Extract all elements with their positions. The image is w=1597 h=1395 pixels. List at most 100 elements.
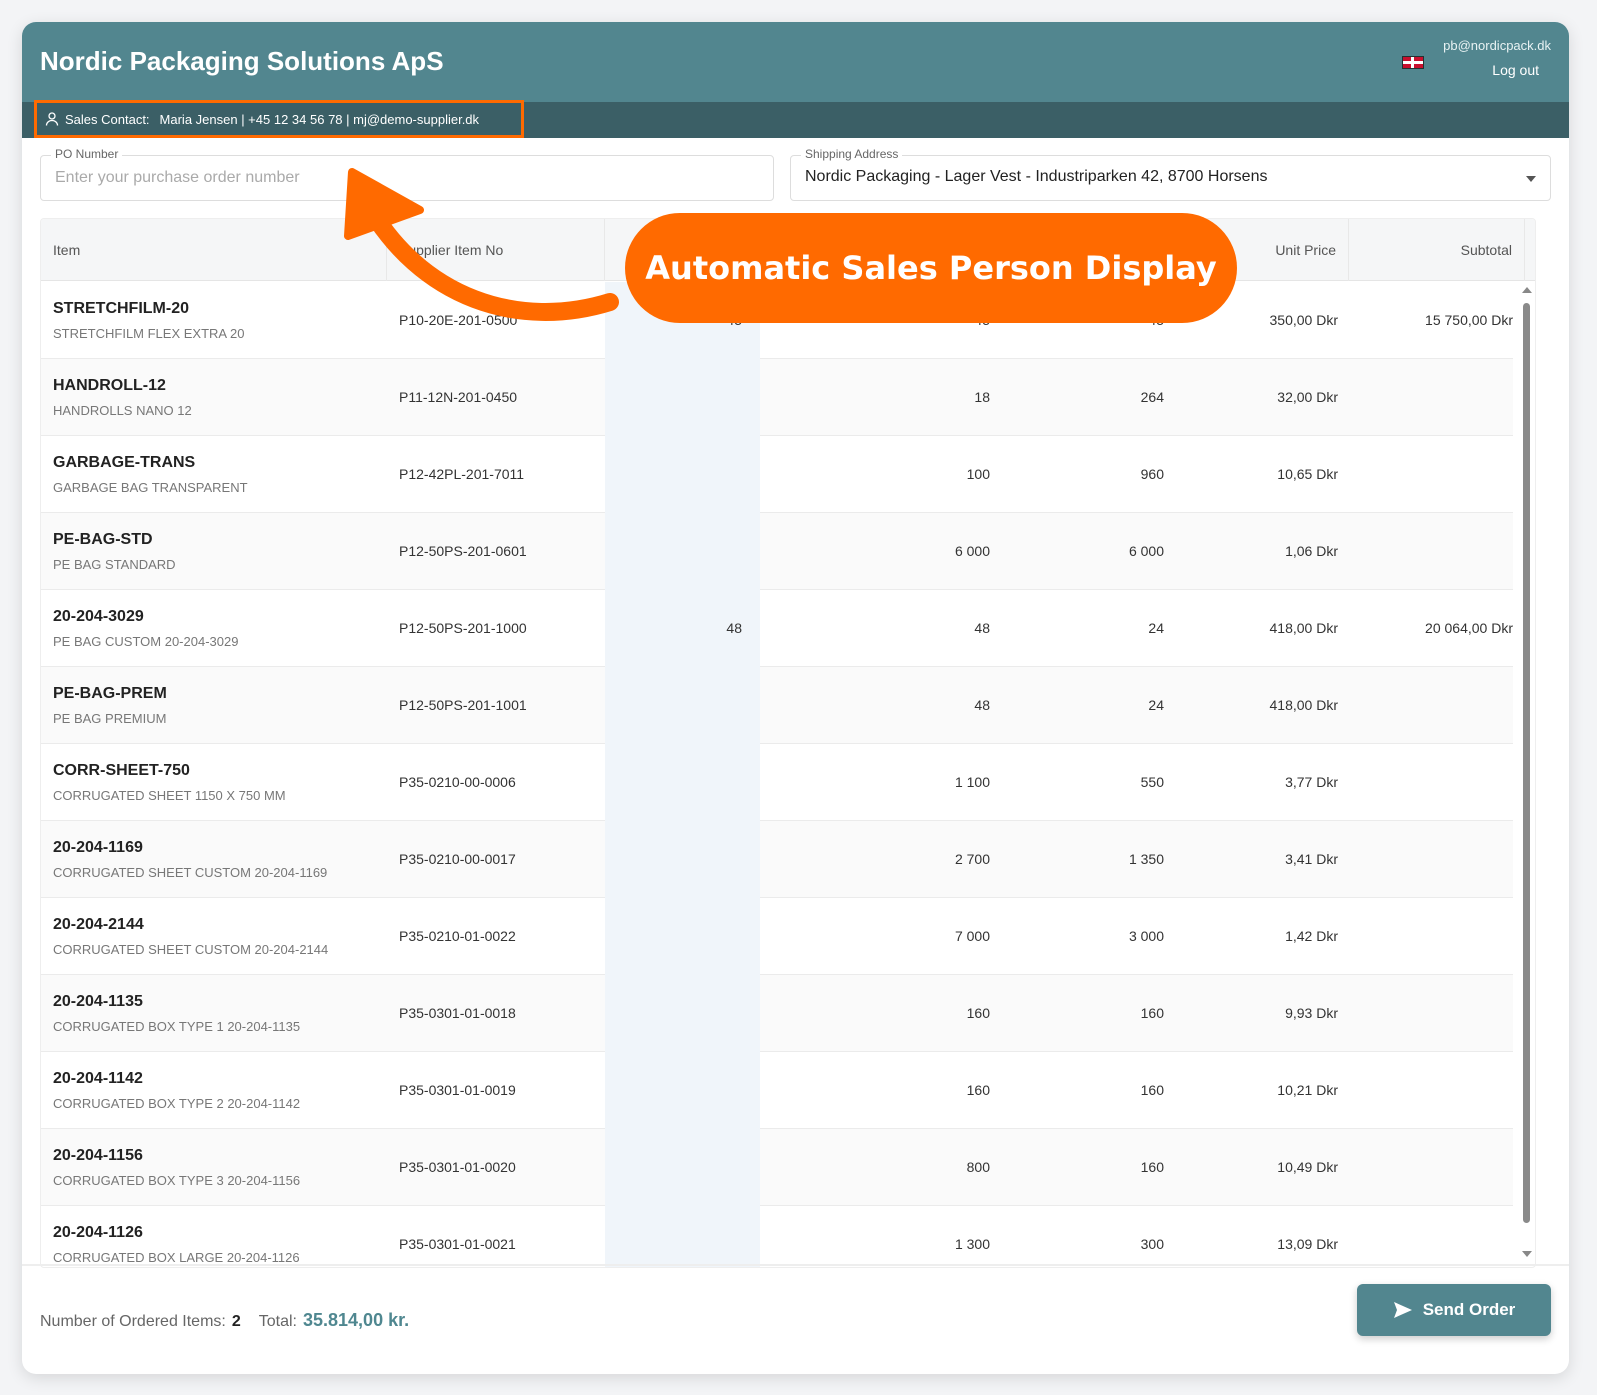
quantity-cell[interactable] — [605, 667, 760, 744]
column-4-value: 800 — [966, 1159, 990, 1175]
column-5-value: 6 000 — [1128, 543, 1164, 559]
column-5-value: 550 — [1140, 774, 1164, 790]
column-4-value: 48 — [974, 697, 990, 713]
column-4-value: 1 300 — [954, 1236, 990, 1252]
supplier-item-no: P12-42PL-201-7011 — [399, 466, 525, 482]
quantity-cell[interactable] — [605, 436, 760, 513]
table-row: HANDROLL-12 HANDROLLS NANO 12 P11-12N-20… — [41, 359, 1513, 436]
unit-price: 9,93 Dkr — [1285, 1005, 1338, 1021]
column-4-value: 160 — [966, 1082, 990, 1098]
table-row: PE-BAG-STD PE BAG STANDARD P12-50PS-201-… — [41, 513, 1513, 590]
quantity-cell[interactable] — [605, 1052, 760, 1129]
table-row: 20-204-1142 CORRUGATED BOX TYPE 2 20-204… — [41, 1052, 1513, 1129]
item-description: STRETCHFILM FLEX EXTRA 20 — [53, 326, 245, 341]
chevron-down-icon[interactable] — [1526, 176, 1536, 182]
unit-price: 13,09 Dkr — [1277, 1236, 1338, 1252]
ordered-items-label: Number of Ordered Items: — [40, 1313, 226, 1330]
scrollbar-thumb[interactable] — [1523, 303, 1530, 1223]
column-4-value: 160 — [966, 1005, 990, 1021]
supplier-item-no: P11-12N-201-0450 — [399, 389, 518, 405]
shipping-address-label: Shipping Address — [801, 147, 903, 161]
supplier-item-no: P35-0301-01-0021 — [399, 1236, 516, 1252]
unit-price: 10,21 Dkr — [1277, 1082, 1338, 1098]
item-description: PE BAG STANDARD — [53, 557, 176, 572]
subtotal — [1338, 1206, 1513, 1267]
supplier-item-no: P12-50PS-201-0601 — [399, 543, 527, 559]
column-4-value: 1 100 — [954, 774, 990, 790]
supplier-item-no: P12-50PS-201-1000 — [399, 620, 527, 636]
table-scrollbar[interactable] — [1521, 287, 1532, 1257]
po-number-field[interactable]: PO Number — [40, 147, 774, 201]
sales-contact-bar: Sales Contact: Maria Jensen | +45 12 34 … — [22, 100, 1569, 138]
table-row: 20-204-2144 CORRUGATED SHEET CUSTOM 20-2… — [41, 898, 1513, 975]
column-unit-price[interactable]: Unit Price — [1173, 219, 1349, 281]
item-code: 20-204-2144 — [53, 916, 144, 933]
column-5-value: 24 — [1148, 697, 1164, 713]
scroll-up-icon[interactable] — [1522, 287, 1532, 293]
column-5-value: 300 — [1140, 1236, 1164, 1252]
sales-contact-value: Maria Jensen | +45 12 34 56 78 | mj@demo… — [159, 111, 480, 127]
column-4-value: 7 000 — [954, 928, 990, 944]
supplier-item-no: P35-0210-01-0022 — [399, 928, 516, 944]
item-code: 20-204-1142 — [53, 1070, 143, 1087]
table-row: GARBAGE-TRANS GARBAGE BAG TRANSPARENT P1… — [41, 436, 1513, 513]
uk-flag-icon[interactable] — [1402, 56, 1424, 69]
total-value: 35.814,00 kr. — [303, 1310, 410, 1330]
quantity-cell[interactable] — [605, 359, 760, 436]
item-description: HANDROLLS NANO 12 — [53, 403, 192, 418]
column-5-value: 960 — [1140, 466, 1164, 482]
column-4-value: 100 — [966, 466, 990, 482]
item-description: CORRUGATED BOX TYPE 3 20-204-1156 — [53, 1173, 301, 1188]
column-subtotal[interactable]: Subtotal — [1349, 219, 1525, 281]
subtotal: 20 064,00 Dkr — [1425, 620, 1513, 636]
subtotal — [1338, 898, 1513, 975]
subtotal — [1338, 1129, 1513, 1206]
supplier-item-no: P35-0210-00-0006 — [399, 774, 516, 790]
quantity-cell[interactable] — [605, 1206, 760, 1267]
unit-price: 418,00 Dkr — [1269, 697, 1338, 713]
subtotal — [1338, 821, 1513, 898]
app-title: Nordic Packaging Solutions ApS — [40, 46, 444, 76]
column-5-value: 24 — [1148, 620, 1164, 636]
item-description: CORRUGATED BOX TYPE 2 20-204-1142 — [53, 1096, 301, 1111]
item-description: PE BAG PREMIUM — [53, 711, 167, 726]
unit-price: 3,41 Dkr — [1285, 851, 1338, 867]
item-description: PE BAG CUSTOM 20-204-3029 — [53, 634, 239, 649]
table-row: 20-204-1169 CORRUGATED SHEET CUSTOM 20-2… — [41, 821, 1513, 898]
ordered-items-count: 2 — [231, 1313, 241, 1330]
scroll-down-icon[interactable] — [1522, 1251, 1532, 1257]
subtotal — [1338, 744, 1513, 821]
item-description: CORRUGATED SHEET 1150 X 750 MM — [53, 788, 286, 803]
column-5-value: 160 — [1140, 1082, 1164, 1098]
table-row: PE-BAG-PREM PE BAG PREMIUM P12-50PS-201-… — [41, 667, 1513, 744]
item-code: 20-204-1169 — [53, 839, 143, 856]
unit-price: 10,65 Dkr — [1277, 466, 1338, 482]
column-5-value: 1 350 — [1128, 851, 1164, 867]
app-header: Nordic Packaging Solutions ApS pb@nordic… — [22, 22, 1569, 102]
po-number-input[interactable] — [41, 156, 773, 200]
quantity-cell[interactable] — [605, 821, 760, 898]
item-code: GARBAGE-TRANS — [53, 454, 196, 471]
column-5-value: 3 000 — [1128, 928, 1164, 944]
column-5-value: 264 — [1140, 389, 1164, 405]
quantity-cell[interactable] — [605, 975, 760, 1052]
send-icon — [1393, 1302, 1412, 1318]
item-description: CORRUGATED BOX LARGE 20-204-1126 — [53, 1250, 300, 1265]
column-item[interactable]: Item — [41, 219, 387, 281]
column-supplier-item-no[interactable]: Supplier Item No — [387, 219, 605, 281]
logout-link[interactable]: Log out — [1492, 62, 1539, 78]
quantity-cell[interactable] — [605, 1129, 760, 1206]
quantity-cell[interactable] — [605, 744, 760, 821]
send-order-label: Send Order — [1422, 1300, 1516, 1319]
quantity-cell[interactable]: 48 — [605, 590, 760, 667]
quantity-cell[interactable] — [605, 513, 760, 590]
subtotal — [1338, 436, 1513, 513]
quantity-cell[interactable] — [605, 898, 760, 975]
order-footer: Number of Ordered Items: 2 Total: 35.814,00… — [22, 1264, 1569, 1374]
send-order-button[interactable]: Send Order — [1357, 1284, 1551, 1336]
unit-price: 32,00 Dkr — [1277, 389, 1338, 405]
shipping-address-select[interactable]: Shipping Address Nordic Packaging - Lage… — [790, 147, 1551, 201]
supplier-item-no: P35-0301-01-0019 — [399, 1082, 516, 1098]
supplier-item-no: P10-20E-201-0500 — [399, 312, 518, 328]
item-code: 20-204-1135 — [53, 993, 143, 1010]
